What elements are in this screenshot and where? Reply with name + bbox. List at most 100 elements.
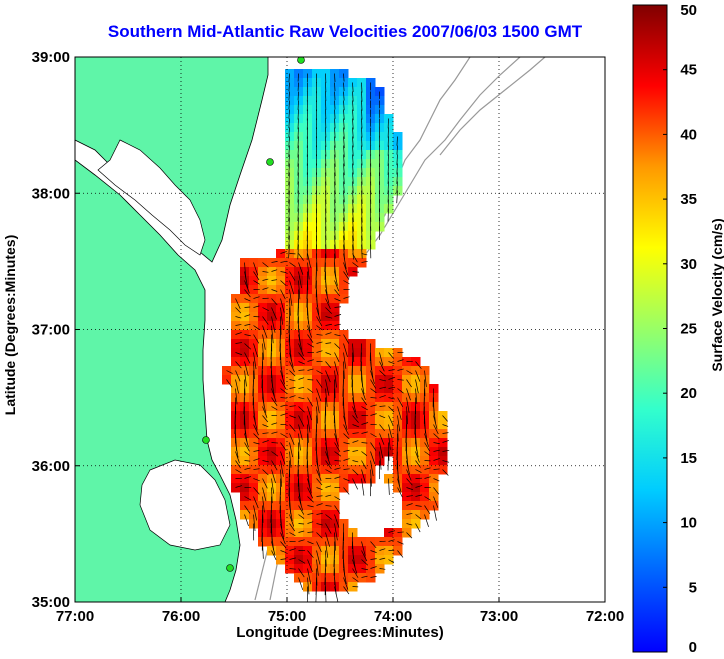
velocity-arrow [352, 235, 354, 251]
velocity-arrow [298, 262, 304, 275]
velocity-arrow [288, 91, 290, 101]
velocity-arrow [361, 172, 363, 185]
velocity-arrow [262, 334, 266, 350]
velocity-arrow [244, 323, 251, 326]
velocity-arrow [343, 208, 345, 222]
velocity-arrow [361, 145, 363, 156]
velocity-arrow [253, 424, 259, 436]
velocity-arrow [415, 523, 421, 533]
velocity-arrow [297, 235, 299, 250]
velocity-arrow [352, 253, 358, 263]
x-tick-label: 77:00 [56, 608, 94, 625]
velocity-arrow [415, 494, 423, 497]
velocity-arrow [334, 235, 336, 250]
velocity-arrow [388, 386, 396, 389]
velocity-arrow [253, 325, 260, 330]
velocity-arrow [325, 323, 332, 326]
velocity-arrow [406, 523, 413, 526]
velocity-arrow [325, 352, 332, 355]
velocity-arrow [352, 550, 356, 568]
velocity-arrow [262, 478, 268, 489]
velocity-arrow [370, 413, 377, 416]
velocity-arrow [271, 541, 276, 556]
velocity-arrow [244, 334, 251, 337]
velocity-arrow [343, 217, 345, 231]
velocity-arrow [325, 361, 332, 369]
velocity-arrow [396, 154, 398, 166]
velocity-arrow [343, 82, 345, 91]
velocity-arrow [343, 487, 350, 495]
velocity-arrow [315, 433, 317, 451]
velocity-arrow [343, 226, 345, 241]
velocity-arrow [406, 532, 413, 539]
velocity-arrow [244, 433, 249, 448]
velocity-arrow [333, 397, 335, 416]
velocity-arrow [397, 424, 399, 442]
velocity-arrow [343, 449, 350, 452]
velocity-arrow [352, 100, 354, 112]
velocity-arrow [433, 415, 438, 429]
velocity-arrow [253, 487, 260, 495]
velocity-arrow [288, 190, 290, 204]
velocity-arrow [361, 154, 363, 166]
velocity-arrow [315, 586, 317, 602]
colorbar-tick-label: 10 [680, 515, 697, 532]
velocity-arrow [343, 433, 350, 440]
velocity-arrow [262, 406, 268, 418]
velocity-arrow [352, 199, 354, 213]
velocity-arrow [352, 136, 354, 148]
velocity-arrow [288, 73, 290, 83]
velocity-arrow [361, 559, 369, 566]
velocity-arrow [280, 289, 286, 300]
velocity-arrow [325, 442, 329, 459]
velocity-arrow [324, 568, 326, 585]
velocity-arrow [280, 260, 287, 263]
velocity-arrow [334, 136, 336, 148]
velocity-arrow [433, 442, 440, 445]
velocity-arrow [343, 100, 345, 111]
velocity-arrow [289, 271, 296, 281]
velocity-arrow [397, 397, 404, 407]
velocity-arrow [271, 460, 278, 471]
velocity-arrow [406, 513, 413, 515]
velocity-arrow [343, 586, 350, 595]
velocity-arrow [361, 217, 363, 232]
velocity-arrow [289, 505, 293, 522]
velocity-arrow [334, 190, 336, 204]
velocity-arrow [424, 476, 431, 479]
velocity-arrow [433, 424, 439, 435]
velocity-arrow [253, 450, 260, 452]
velocity-arrow [298, 577, 304, 590]
velocity-arrow [406, 370, 413, 375]
velocity-arrow [298, 280, 301, 300]
velocity-arrow [226, 379, 233, 388]
velocity-arrow [361, 163, 363, 176]
y-axis-label: Latitude (Degrees:Minutes) [2, 234, 18, 416]
velocity-arrow [298, 253, 304, 261]
velocity-arrow [253, 352, 257, 370]
velocity-arrow [316, 478, 323, 486]
velocity-arrow [370, 379, 377, 389]
velocity-arrow [262, 278, 269, 281]
colorbar-tick-label: 35 [680, 191, 697, 208]
x-tick-label: 72:00 [586, 608, 624, 625]
velocity-arrow [334, 289, 341, 297]
velocity-arrow [334, 451, 342, 457]
velocity-arrow [316, 523, 323, 526]
velocity-arrow [343, 271, 350, 280]
velocity-arrow [253, 343, 259, 358]
velocity-arrow [298, 433, 301, 451]
velocity-arrow [316, 550, 321, 565]
velocity-arrow [352, 91, 354, 102]
velocity-arrow [370, 469, 372, 487]
velocity-arrow [271, 388, 277, 403]
velocity-arrow [352, 343, 355, 362]
velocity-arrow [280, 433, 287, 438]
velocity-arrow [370, 566, 377, 569]
velocity-arrow [316, 253, 318, 272]
velocity-arrow [280, 307, 283, 325]
velocity-arrow [424, 496, 431, 501]
velocity-arrow [442, 449, 450, 452]
velocity-arrow [396, 442, 398, 461]
velocity-arrow [334, 145, 336, 158]
